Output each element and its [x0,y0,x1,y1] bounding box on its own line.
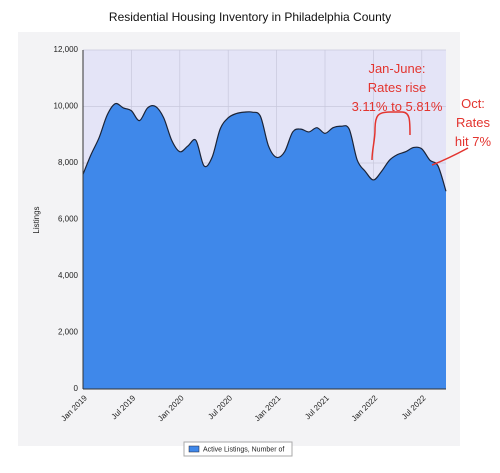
annotation-line: Oct: [461,96,485,111]
y-tick-label: 8,000 [58,158,79,167]
y-axis-label: Listings [32,206,41,233]
legend-box [183,441,293,457]
annotation-line: Rates [456,115,490,130]
area-outline [82,102,447,192]
y-tick-label: 0 [74,384,79,393]
arrow [431,147,469,166]
annotation-line: Rates rise [368,80,427,95]
plot [82,102,447,389]
annotation-line: 3.11% to 5.81% [352,99,443,114]
annotation: Oct: Rates hit 7% [455,96,492,149]
y-tick-label: 2,000 [58,328,79,337]
chart-title: Residential Housing Inventory in Philade… [109,10,391,24]
area [83,103,446,389]
annotation: Jan-June: Rates rise 3.11% to 5.81% [352,61,443,114]
bracket [371,111,411,161]
annotation-line: hit 7% [455,134,492,149]
annotation-line: Jan-June: [368,61,425,76]
legend-label: Active Listings, Number of [203,446,284,453]
y-tick-label: 12,000 [54,45,79,54]
y-tick-label: 4,000 [58,271,79,280]
legend: Active Listings, Number of [183,441,293,457]
y-tick-label: 6,000 [58,215,79,224]
legend-swatch [188,445,200,453]
y-tick-label: 10,000 [54,102,79,111]
